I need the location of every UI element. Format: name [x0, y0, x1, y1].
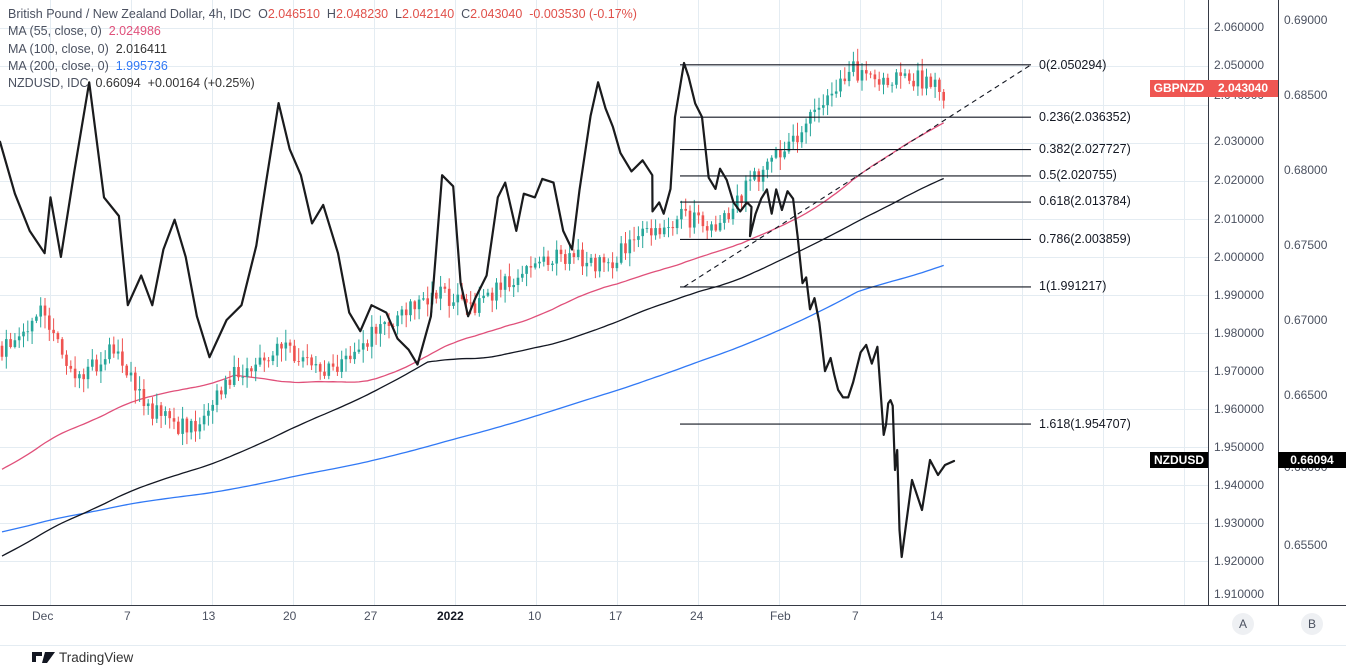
svg-text:TradingView: TradingView [59, 650, 134, 665]
